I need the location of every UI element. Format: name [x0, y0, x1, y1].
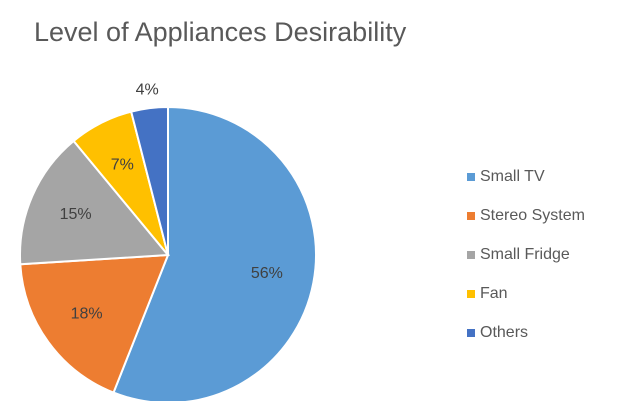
legend-swatch: [467, 290, 475, 298]
legend-label: Others: [480, 324, 528, 341]
legend-swatch: [467, 329, 475, 337]
legend-label: Small TV: [480, 168, 545, 185]
pie-slice: [112, 105, 317, 401]
legend-label: Stereo System: [480, 207, 585, 224]
legend-label: Fan: [480, 285, 508, 302]
data-label: 15%: [60, 206, 92, 223]
data-label: 7%: [111, 157, 134, 174]
chart-title: Level of Appliances Desirability: [34, 17, 407, 47]
pie-slice: [129, 105, 169, 256]
data-label: 4%: [136, 82, 159, 99]
legend-label: Small Fridge: [480, 246, 570, 263]
legend-swatch: [467, 212, 475, 220]
data-label: 56%: [251, 265, 283, 282]
pie-slice: [19, 253, 170, 394]
data-label: 18%: [71, 305, 103, 322]
pie-slice: [19, 139, 171, 266]
legend-swatch: [467, 251, 475, 259]
legend-swatch: [467, 173, 475, 181]
